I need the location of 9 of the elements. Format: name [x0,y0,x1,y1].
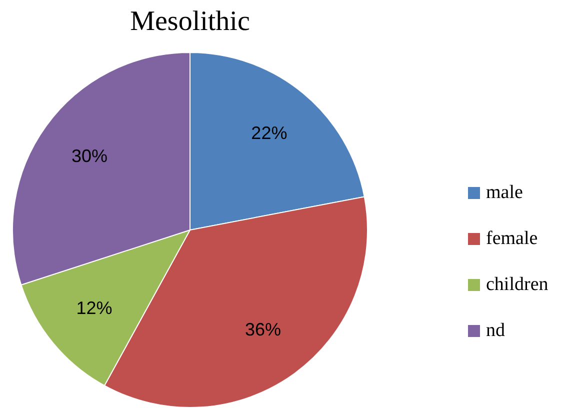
data-label: 12% [76,298,112,318]
legend-label: nd [486,320,505,342]
data-label: 30% [71,146,108,166]
legend-label: female [486,228,538,250]
legend-label: male [486,182,523,204]
data-label: 22% [251,123,288,144]
legend-label: children [486,274,548,296]
data-label: 36% [245,319,282,340]
chart-title: Mesolithic [129,6,251,38]
